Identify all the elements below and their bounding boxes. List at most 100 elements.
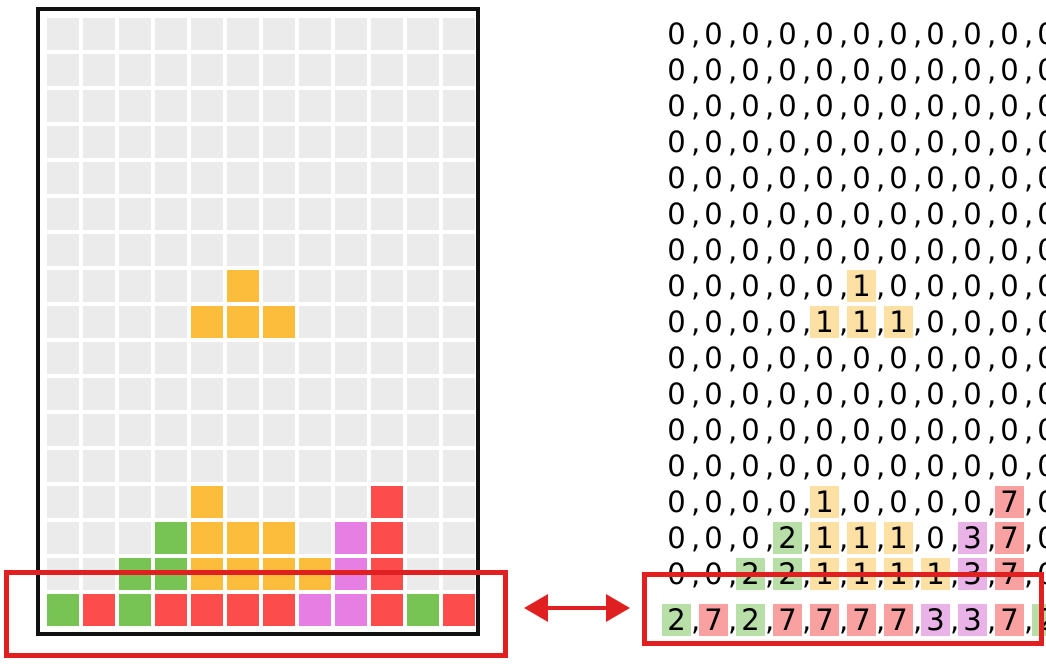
matrix-value: 0 — [852, 125, 871, 159]
matrix-value: 0 — [778, 89, 797, 123]
matrix-separator: , — [839, 449, 849, 483]
empty-cell — [443, 306, 475, 338]
matrix-value: 0 — [778, 269, 797, 303]
empty-cell — [263, 450, 295, 482]
matrix-value: 0 — [741, 521, 760, 555]
matrix-separator: , — [950, 89, 960, 123]
matrix-value: 0 — [815, 197, 834, 231]
matrix-separator: , — [950, 603, 960, 637]
matrix-separator: , — [987, 89, 997, 123]
block-cell — [227, 522, 259, 554]
matrix-value: 0 — [741, 413, 760, 447]
matrix-separator: , — [839, 269, 849, 303]
matrix-value: 0 — [704, 341, 723, 375]
empty-cell — [155, 54, 187, 86]
empty-cell — [227, 342, 259, 374]
matrix-value: 0 — [963, 449, 982, 483]
empty-cell — [407, 18, 439, 50]
matrix-separator: , — [691, 521, 701, 555]
matrix-value: 0 — [667, 17, 686, 51]
empty-cell — [155, 90, 187, 122]
empty-cell — [407, 522, 439, 554]
matrix-separator: , — [950, 305, 960, 339]
matrix-separator: , — [839, 485, 849, 519]
empty-cell — [47, 378, 79, 410]
matrix-value: 0 — [815, 377, 834, 411]
matrix-value: 0 — [852, 413, 871, 447]
matrix-separator: , — [728, 125, 738, 159]
matrix-separator: , — [950, 233, 960, 267]
empty-cell — [299, 18, 331, 50]
matrix-value: 0 — [889, 485, 908, 519]
empty-cell — [191, 162, 223, 194]
empty-cell — [335, 414, 367, 446]
matrix-separator: , — [691, 233, 701, 267]
matrix-separator: , — [913, 341, 923, 375]
empty-cell — [155, 342, 187, 374]
matrix-value: 0 — [1000, 53, 1019, 87]
matrix-value: 0 — [926, 53, 945, 87]
empty-cell — [443, 378, 475, 410]
matrix-value: 0 — [1000, 233, 1019, 267]
matrix-value: 0 — [852, 449, 871, 483]
empty-cell — [47, 198, 79, 230]
matrix-separator: , — [987, 53, 997, 87]
empty-cell — [155, 18, 187, 50]
matrix-separator: , — [765, 377, 775, 411]
matrix-separator: , — [765, 521, 775, 555]
empty-cell — [335, 486, 367, 518]
empty-cell — [155, 198, 187, 230]
empty-cell — [299, 90, 331, 122]
matrix-separator: , — [802, 17, 812, 51]
matrix-value: 2 — [662, 604, 691, 636]
matrix-row: 0,0,0,2,1,1,1,0,3,7,0,0 — [662, 520, 1046, 556]
matrix-value: 0 — [1000, 125, 1019, 159]
matrix-value: 0 — [889, 377, 908, 411]
matrix-value: 0 — [1000, 449, 1019, 483]
empty-cell — [335, 18, 367, 50]
matrix-value: 0 — [704, 53, 723, 87]
matrix-separator: , — [1024, 233, 1034, 267]
matrix-value: 0 — [1032, 268, 1046, 304]
empty-cell — [119, 198, 151, 230]
matrix-value: 0 — [741, 233, 760, 267]
matrix-value: 1 — [847, 522, 876, 554]
empty-cell — [191, 234, 223, 266]
matrix-value: 0 — [926, 17, 945, 51]
matrix-value: 0 — [741, 89, 760, 123]
matrix-value: 0 — [1000, 305, 1019, 339]
matrix-value: 0 — [667, 53, 686, 87]
empty-cell — [119, 306, 151, 338]
empty-cell — [227, 486, 259, 518]
empty-cell — [191, 54, 223, 86]
matrix-separator: , — [987, 233, 997, 267]
matrix-value: 0 — [1032, 232, 1046, 268]
empty-cell — [83, 54, 115, 86]
matrix-separator: , — [950, 377, 960, 411]
matrix-separator: , — [876, 89, 886, 123]
block-cell — [227, 594, 259, 626]
empty-cell — [155, 234, 187, 266]
empty-cell — [155, 486, 187, 518]
matrix-value: 0 — [926, 521, 945, 555]
empty-cell — [443, 54, 475, 86]
empty-cell — [119, 414, 151, 446]
empty-cell — [227, 162, 259, 194]
matrix-value: 0 — [667, 341, 686, 375]
matrix-separator: , — [691, 269, 701, 303]
empty-cell — [119, 342, 151, 374]
block-cell — [191, 522, 223, 554]
matrix-value: 0 — [741, 17, 760, 51]
matrix-separator: , — [876, 521, 886, 555]
matrix-separator: , — [802, 161, 812, 195]
matrix-separator: , — [728, 521, 738, 555]
empty-cell — [335, 198, 367, 230]
matrix-separator: , — [1024, 521, 1034, 555]
matrix-row: 0,0,0,0,0,0,0,0,0,0,0,0 — [662, 376, 1046, 412]
matrix-separator: , — [839, 305, 849, 339]
matrix-value: 0 — [778, 305, 797, 339]
matrix-row: 0,0,0,0,0,0,0,0,0,0,0,0 — [662, 196, 1046, 232]
matrix-value: 0 — [1000, 17, 1019, 51]
matrix-separator: , — [728, 377, 738, 411]
matrix-value: 7 — [847, 604, 876, 636]
